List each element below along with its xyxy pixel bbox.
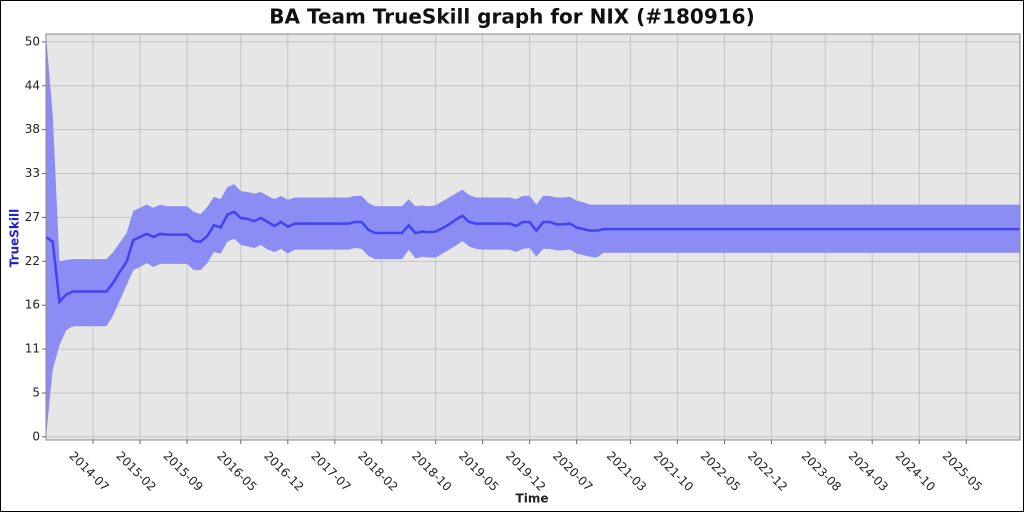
y-tick-label: 0 xyxy=(32,429,40,443)
y-tick-label: 22 xyxy=(25,254,40,268)
y-tick-label: 44 xyxy=(25,78,40,92)
trueskill-line xyxy=(45,210,1020,305)
x-axis-label: Time xyxy=(516,492,549,506)
y-tick-label: 50 xyxy=(25,34,40,48)
y-axis-label: TrueSkill xyxy=(8,209,22,267)
y-tick-label: 27 xyxy=(25,210,40,224)
y-tick-label: 33 xyxy=(25,166,40,180)
y-tick-label: 11 xyxy=(25,342,40,356)
plot-border xyxy=(45,33,1021,441)
y-tick-label: 38 xyxy=(25,122,40,136)
y-tick-label: 16 xyxy=(25,298,40,312)
chart-title: BA Team TrueSkill graph for NIX (#180916… xyxy=(269,5,754,29)
uncertainty-band xyxy=(46,35,1020,437)
y-tick-label: 5 xyxy=(32,385,40,399)
